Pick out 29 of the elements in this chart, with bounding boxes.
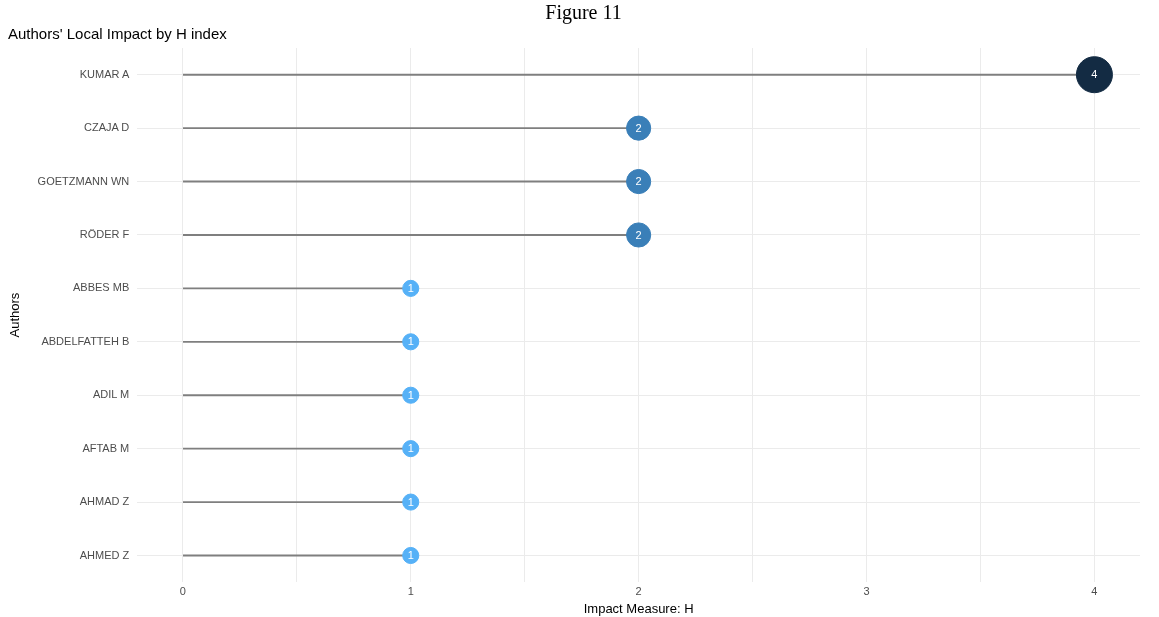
x-tick-label: 3 [863, 584, 870, 597]
data-label: 1 [407, 388, 414, 401]
data-label: 1 [407, 495, 414, 508]
y-tick-label: ABBES MB [73, 281, 130, 294]
data-label: 1 [407, 549, 414, 562]
y-tick-label: CZAJA D [84, 121, 130, 134]
y-tick-label: GOETZMANN WN [37, 174, 130, 187]
y-tick-label: KUMAR A [79, 67, 130, 80]
data-label: 2 [635, 228, 642, 241]
data-label: 4 [1091, 68, 1098, 81]
y-tick-label: ABDELFATTEH B [41, 334, 130, 347]
data-label: 2 [635, 175, 642, 188]
x-axis-title: Impact Measure: H [583, 600, 694, 616]
y-tick-label: AHMED Z [79, 548, 130, 561]
data-label: 1 [407, 281, 414, 294]
x-tick-label: 1 [407, 584, 414, 597]
x-tick-label: 4 [1091, 584, 1098, 597]
y-tick-label: ADIL M [92, 388, 130, 401]
chart-title: Figure 11 [545, 1, 622, 25]
y-axis-title: Authors [7, 292, 23, 338]
data-label: 1 [407, 335, 414, 348]
chart-subtitle: Authors' Local Impact by H index [8, 25, 228, 43]
data-label: 1 [407, 442, 414, 455]
y-tick-label: AFTAB M [82, 441, 130, 454]
x-tick-label: 0 [179, 584, 186, 597]
x-tick-label: 2 [635, 584, 642, 597]
y-tick-label: AHMAD Z [79, 495, 130, 508]
data-label: 2 [635, 121, 642, 134]
y-tick-label: RÖDER F [79, 228, 130, 240]
